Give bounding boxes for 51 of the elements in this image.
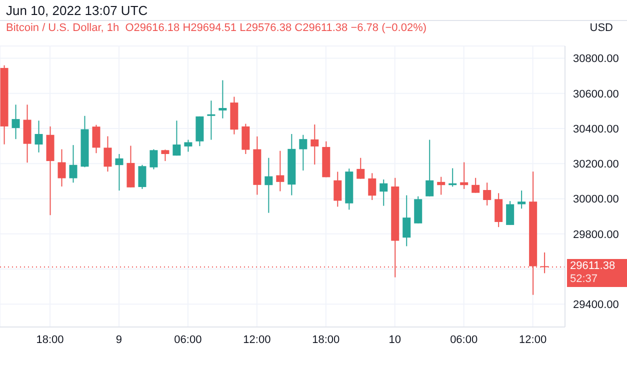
candlestick [58,148,66,187]
candlestick [299,134,308,172]
candlestick [69,144,78,184]
candlestick [483,182,492,206]
candlestick [34,120,43,153]
x-tick-label: 12:00 [243,334,271,346]
candlestick [494,192,503,228]
candlestick [426,139,434,197]
candlestick [356,157,365,180]
candlestick [368,172,376,201]
x-tick-label: 10 [388,334,401,346]
candlestick [150,148,158,170]
candlestick [92,124,100,154]
candlestick [242,123,250,155]
candlestick [437,176,446,196]
y-tick-label: 29800.00 [573,228,619,241]
y-tick-label: 30000.00 [573,194,619,206]
x-tick-label: 9 [116,334,122,346]
y-axis-title: USD [590,22,613,34]
y-tick-label: 30200.00 [573,158,619,171]
y-tick-label: 29400.00 [573,299,619,312]
y-tick-label: 30800.00 [573,53,619,66]
y-tick-label: 30600.00 [573,88,619,100]
candlestick [310,124,319,166]
y-tick-label: 30400.00 [573,123,619,136]
candlestick [218,80,227,119]
candlestick [518,190,526,210]
chart-subtitle: Bitcoin / U.S. Dollar, 1h O29616.18 H29694.51 L29576.38 C29611.38 −6.78 (−0.02%) [6,22,427,34]
candlestick [207,100,216,140]
candlestick [104,136,112,172]
candlestick [334,171,342,208]
candlestick [184,139,192,152]
candlestick [472,177,480,194]
candlestick [264,157,273,214]
x-tick-label: 18:00 [312,334,340,346]
ref-line-label: 29611.38 [570,260,616,274]
candlestick [402,194,411,247]
candlestick [380,178,388,206]
candlestick [506,200,514,226]
candlestick [276,150,284,192]
candlestick [138,164,146,190]
candlestick [161,149,170,162]
x-tick-label: 06:00 [174,334,202,346]
x-tick-label: 18:00 [36,334,64,346]
x-tick-label: 12:00 [519,334,547,346]
candlestick [115,154,124,192]
chart-title: Jun 10, 2022 13:07 UTC [6,3,148,18]
candlestick [172,120,181,156]
x-tick-label: 06:00 [450,334,478,346]
candlestick [12,104,20,140]
text: 52:37 [570,273,599,286]
